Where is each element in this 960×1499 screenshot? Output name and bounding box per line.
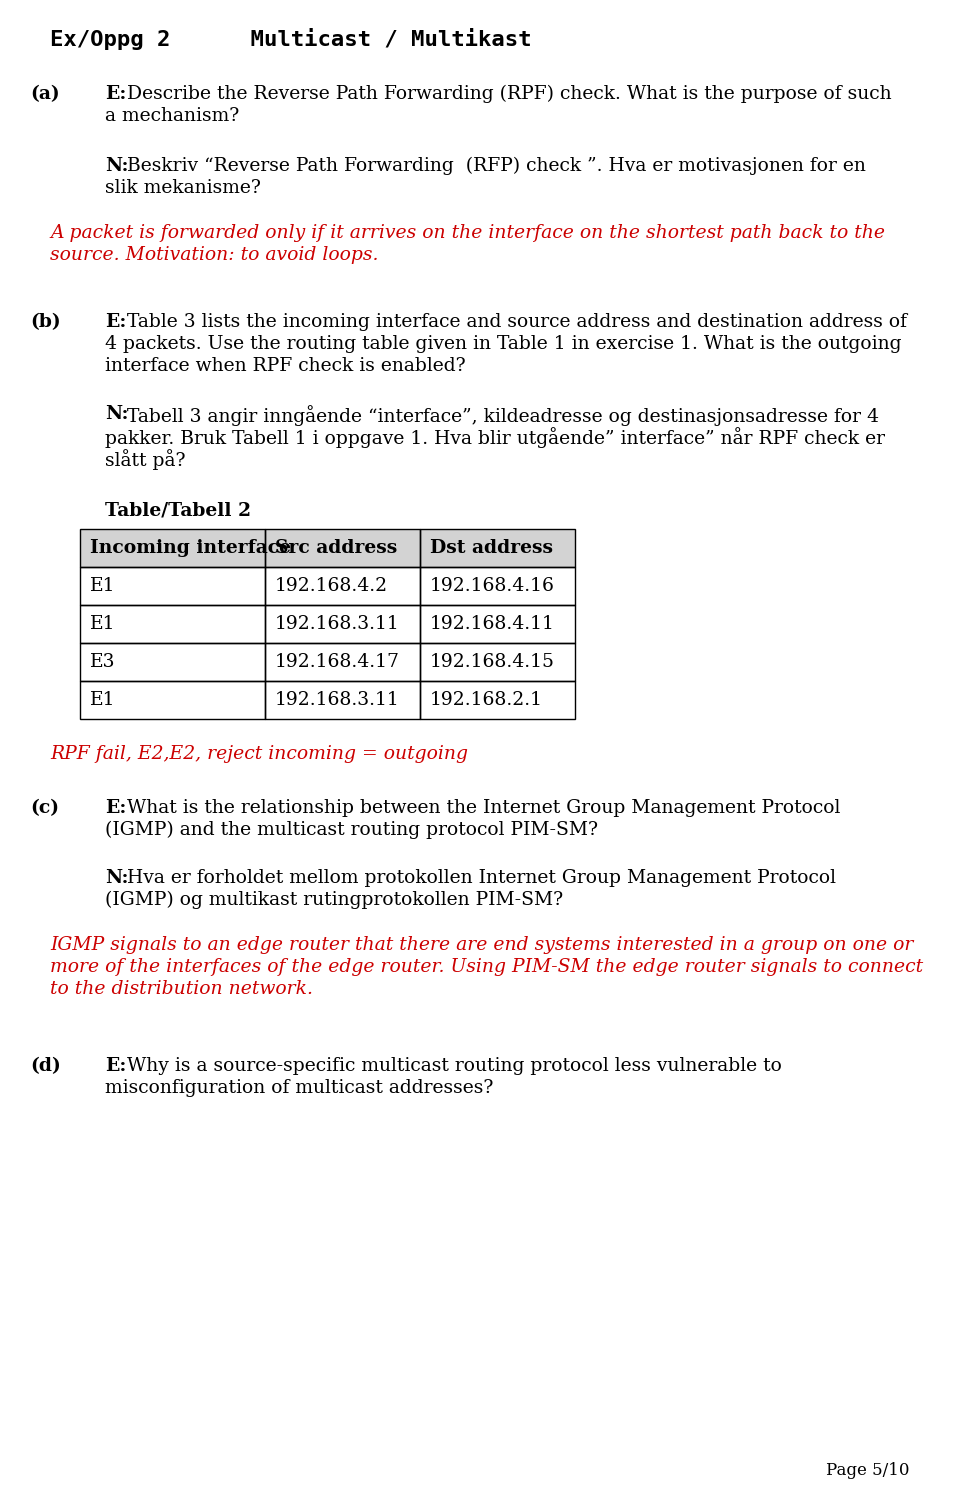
Text: E:: E: [105,85,127,103]
Text: N:: N: [105,157,129,175]
Text: RPF fail, E2,E2, reject incoming = outgoing: RPF fail, E2,E2, reject incoming = outgo… [50,745,468,763]
Text: Why is a source-specific multicast routing protocol less vulnerable to: Why is a source-specific multicast routi… [127,1057,781,1075]
Text: E:: E: [105,799,127,817]
Bar [420,681,575,720]
Text: Table 3 lists the incoming interface and source address and destination address : Table 3 lists the incoming interface and… [127,313,907,331]
Bar [265,529,420,567]
Text: 192.168.4.2: 192.168.4.2 [275,577,388,595]
Text: E:: E: [105,1057,127,1075]
Text: Table/Tabell 2: Table/Tabell 2 [105,501,251,519]
Text: source. Motivation: to avoid loops.: source. Motivation: to avoid loops. [50,246,378,264]
Text: (c): (c) [30,799,59,817]
Text: N:: N: [105,869,129,887]
Bar [420,567,575,606]
Bar [80,643,265,681]
Text: 192.168.4.15: 192.168.4.15 [430,654,555,672]
Bar [420,606,575,643]
Text: Hva er forholdet mellom protokollen Internet Group Management Protocol: Hva er forholdet mellom protokollen Inte… [127,869,836,887]
Text: more of the interfaces of the edge router. Using PIM-SM the edge router signals : more of the interfaces of the edge route… [50,958,924,976]
Text: pakker. Bruk Tabell 1 i oppgave 1. Hva blir utgående” interface” når RPF check e: pakker. Bruk Tabell 1 i oppgave 1. Hva b… [105,427,885,448]
Text: misconfiguration of multicast addresses?: misconfiguration of multicast addresses? [105,1079,493,1097]
Text: (a): (a) [30,85,60,103]
Text: E1: E1 [90,615,115,633]
Text: 4 packets. Use the routing table given in Table 1 in exercise 1. What is the out: 4 packets. Use the routing table given i… [105,334,901,352]
Bar [80,529,265,567]
Bar [265,643,420,681]
Bar [80,529,575,567]
Bar [80,681,265,720]
Text: (b): (b) [30,313,60,331]
Text: slik mekanisme?: slik mekanisme? [105,178,261,196]
Bar [420,529,575,567]
Text: 192.168.3.11: 192.168.3.11 [275,615,399,633]
Text: 192.168.4.17: 192.168.4.17 [275,654,400,672]
Text: (d): (d) [30,1057,60,1075]
Bar [420,643,575,681]
Text: E3: E3 [90,654,115,672]
Text: 192.168.4.16: 192.168.4.16 [430,577,555,595]
Text: Dst address: Dst address [430,540,553,558]
Text: to the distribution network.: to the distribution network. [50,980,313,998]
Text: slått på?: slått på? [105,450,185,471]
Text: Ex/Oppg 2      Multicast / Multikast: Ex/Oppg 2 Multicast / Multikast [50,28,532,49]
Bar [80,606,265,643]
Text: N:: N: [105,405,129,423]
Text: Incoming interface: Incoming interface [90,540,291,558]
Text: 192.168.3.11: 192.168.3.11 [275,691,399,709]
Text: Describe the Reverse Path Forwarding (RPF) check. What is the purpose of such: Describe the Reverse Path Forwarding (RP… [127,85,892,103]
Text: E1: E1 [90,577,115,595]
Text: (IGMP) and the multicast routing protocol PIM-SM?: (IGMP) and the multicast routing protoco… [105,821,598,839]
Text: IGMP signals to an edge router that there are end systems interested in a group : IGMP signals to an edge router that ther… [50,935,913,953]
Text: 192.168.2.1: 192.168.2.1 [430,691,543,709]
Bar [80,567,265,606]
Text: Page 5/10: Page 5/10 [827,1462,910,1480]
Text: E:: E: [105,313,127,331]
Text: Beskriv “Reverse Path Forwarding  (RFP) check ”. Hva er motivasjonen for en: Beskriv “Reverse Path Forwarding (RFP) c… [127,157,866,175]
Bar [265,567,420,606]
Text: Tabell 3 angir inngående “interface”, kildeadresse og destinasjonsadresse for 4: Tabell 3 angir inngående “interface”, ki… [127,405,879,426]
Text: A packet is forwarded only if it arrives on the interface on the shortest path b: A packet is forwarded only if it arrives… [50,223,885,241]
Text: Src address: Src address [275,540,397,558]
Bar [265,606,420,643]
Text: 192.168.4.11: 192.168.4.11 [430,615,555,633]
Text: interface when RPF check is enabled?: interface when RPF check is enabled? [105,357,466,375]
Text: What is the relationship between the Internet Group Management Protocol: What is the relationship between the Int… [127,799,840,817]
Text: E1: E1 [90,691,115,709]
Text: a mechanism?: a mechanism? [105,106,239,124]
Text: (IGMP) og multikast rutingprotokollen PIM-SM?: (IGMP) og multikast rutingprotokollen PI… [105,890,564,910]
Bar [265,681,420,720]
